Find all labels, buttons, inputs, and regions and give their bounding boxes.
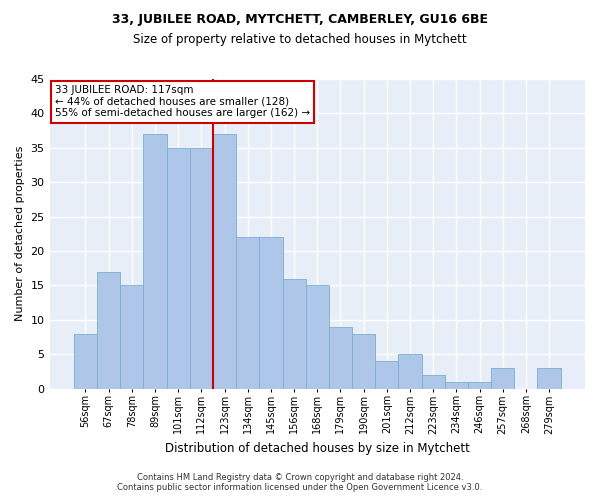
Bar <box>259 237 283 388</box>
Bar <box>143 134 167 388</box>
Bar <box>305 286 329 389</box>
Text: 33 JUBILEE ROAD: 117sqm
← 44% of detached houses are smaller (128)
55% of semi-d: 33 JUBILEE ROAD: 117sqm ← 44% of detache… <box>55 85 310 118</box>
Text: Contains HM Land Registry data © Crown copyright and database right 2024.
Contai: Contains HM Land Registry data © Crown c… <box>118 473 482 492</box>
Bar <box>445 382 468 388</box>
Bar <box>491 368 514 388</box>
Bar <box>329 326 352 388</box>
Bar <box>213 134 236 388</box>
Bar <box>283 278 305 388</box>
Bar <box>375 361 398 388</box>
Bar <box>468 382 491 388</box>
Text: Size of property relative to detached houses in Mytchett: Size of property relative to detached ho… <box>133 32 467 46</box>
Bar <box>120 286 143 389</box>
Bar <box>422 375 445 388</box>
Y-axis label: Number of detached properties: Number of detached properties <box>15 146 25 322</box>
Bar <box>97 272 120 388</box>
Text: 33, JUBILEE ROAD, MYTCHETT, CAMBERLEY, GU16 6BE: 33, JUBILEE ROAD, MYTCHETT, CAMBERLEY, G… <box>112 12 488 26</box>
Bar <box>74 334 97 388</box>
X-axis label: Distribution of detached houses by size in Mytchett: Distribution of detached houses by size … <box>165 442 470 455</box>
Bar <box>190 148 213 388</box>
Bar <box>398 354 422 388</box>
Bar <box>236 237 259 388</box>
Bar <box>167 148 190 388</box>
Bar <box>352 334 375 388</box>
Bar <box>538 368 560 388</box>
